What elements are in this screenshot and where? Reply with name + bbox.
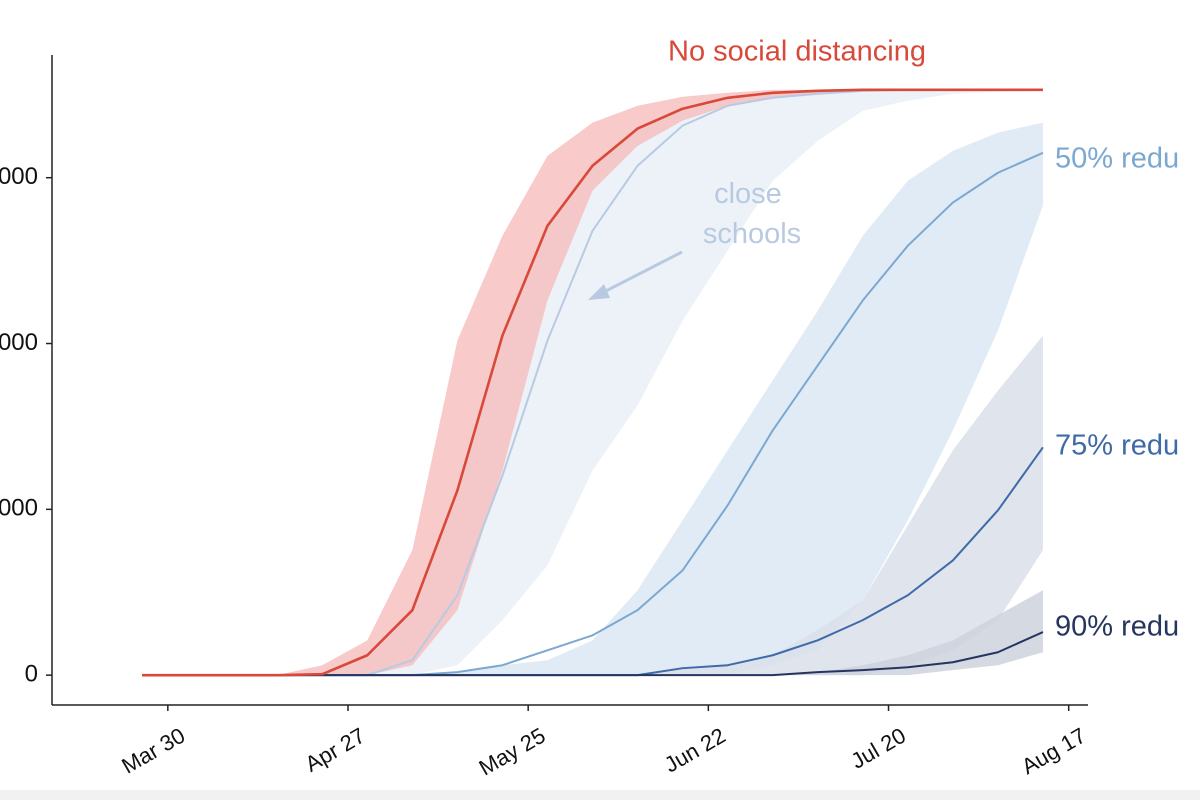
band: [142, 89, 1043, 676]
arrow-head: [588, 284, 610, 300]
x-tick-label: Apr 27: [301, 723, 370, 777]
band: [142, 122, 1043, 676]
y-tick-label: 0: [25, 660, 38, 687]
x-tick-label: Jul 20: [847, 723, 910, 774]
x-tick-label: Aug 17: [1017, 723, 1090, 780]
y-tick-label: 000: [0, 163, 38, 190]
series-label: No social distancing: [668, 36, 926, 68]
y-tick-label: 000: [0, 329, 38, 356]
x-tick-label: Mar 30: [117, 723, 189, 779]
label-line: schools: [703, 218, 801, 250]
lines: [142, 88, 1044, 677]
series-label: 50% redu: [1055, 143, 1179, 175]
series-line: [142, 88, 1043, 677]
band: [142, 590, 1043, 676]
arrow-shaft: [597, 250, 683, 297]
x-tick-label: May 25: [475, 723, 550, 781]
labels: close schools 50% redu 75% redu 90% redu No …: [668, 36, 1179, 643]
series-label: close schools: [703, 178, 801, 250]
series-label: 90% redu: [1055, 611, 1179, 643]
y-tick-label: 000: [0, 495, 38, 522]
bottom-strip: [0, 790, 1200, 800]
series-label: 75% redu: [1055, 430, 1179, 462]
x-tick-label: Jun 22: [660, 723, 730, 778]
label-line: close: [714, 178, 790, 210]
bands: [142, 89, 1043, 676]
